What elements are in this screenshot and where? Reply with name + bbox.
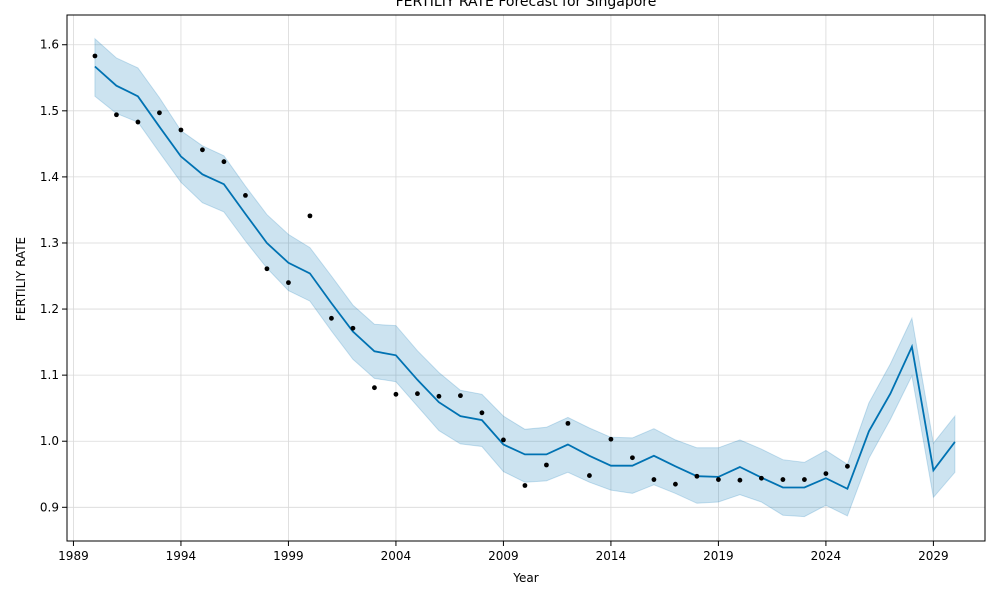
- observed-point: [479, 410, 485, 416]
- y-tick-label: 1.5: [40, 104, 59, 118]
- observed-point: [544, 462, 549, 468]
- y-tick-label: 1.6: [40, 38, 59, 52]
- observed-point: [565, 420, 571, 426]
- observed-point: [243, 192, 248, 198]
- observed-point: [221, 159, 227, 165]
- observed-point: [200, 147, 205, 153]
- x-tick-label: 1994: [166, 549, 197, 563]
- x-axis: 1989 1994 1999 2004 2009 2014 2019 2024 2029: [58, 541, 949, 563]
- observed-point: [264, 266, 270, 272]
- observed-point: [780, 477, 786, 482]
- observed-point: [694, 473, 700, 479]
- y-tick-label: 1.2: [40, 302, 59, 316]
- x-tick-label: 2029: [918, 549, 949, 563]
- forecast-line: [94, 65, 956, 491]
- y-tick-label: 1.3: [40, 236, 59, 250]
- observed-point: [350, 325, 356, 331]
- uncertainty-band: [94, 37, 956, 518]
- x-tick-label: 2004: [381, 549, 412, 563]
- grid: [67, 15, 985, 541]
- x-tick-label: 2014: [596, 549, 627, 563]
- observed-point: [759, 475, 764, 481]
- x-tick-label: 2009: [488, 549, 519, 563]
- observed-point: [114, 112, 119, 118]
- observed-point: [716, 477, 721, 482]
- observed-point: [92, 53, 98, 59]
- observed-point: [157, 110, 162, 116]
- observed-point: [307, 213, 313, 219]
- observed-point: [651, 477, 657, 482]
- y-tick-label: 0.9: [40, 500, 59, 514]
- observed-point: [329, 315, 334, 321]
- observed-point: [673, 481, 678, 487]
- observed-point: [802, 477, 807, 482]
- x-tick-label: 1989: [58, 549, 89, 563]
- x-axis-label: Year: [512, 571, 538, 585]
- y-tick-label: 1.0: [40, 434, 59, 448]
- y-tick-label: 1.1: [40, 368, 59, 382]
- observed-point: [436, 393, 442, 399]
- y-axis-label: FERTILIY RATE: [14, 237, 28, 321]
- observed-point: [587, 473, 592, 478]
- observed-point: [630, 455, 635, 461]
- y-axis: 0.9 1.0 1.1 1.2 1.3 1.4 1.5 1.6: [40, 38, 67, 514]
- x-tick-label: 2019: [703, 549, 734, 563]
- plot-frame: [66, 14, 986, 542]
- observed-point: [372, 385, 377, 391]
- observed-point: [737, 477, 743, 483]
- observed-point: [823, 471, 829, 476]
- observed-point: [458, 393, 463, 399]
- observed-point: [286, 280, 291, 286]
- chart-title: FERTILIY RATE Forecast for Singapore: [396, 0, 657, 10]
- y-tick-label: 1.4: [40, 170, 59, 184]
- observed-point: [501, 437, 506, 443]
- x-tick-label: 1999: [273, 549, 304, 563]
- observed-point: [135, 119, 141, 125]
- observed-point: [845, 463, 850, 469]
- observed-points: [92, 53, 850, 488]
- observed-point: [415, 391, 420, 397]
- x-tick-label: 2024: [811, 549, 842, 563]
- observed-point: [608, 436, 614, 442]
- observed-point: [178, 127, 184, 133]
- observed-point: [522, 483, 528, 488]
- observed-point: [393, 391, 399, 397]
